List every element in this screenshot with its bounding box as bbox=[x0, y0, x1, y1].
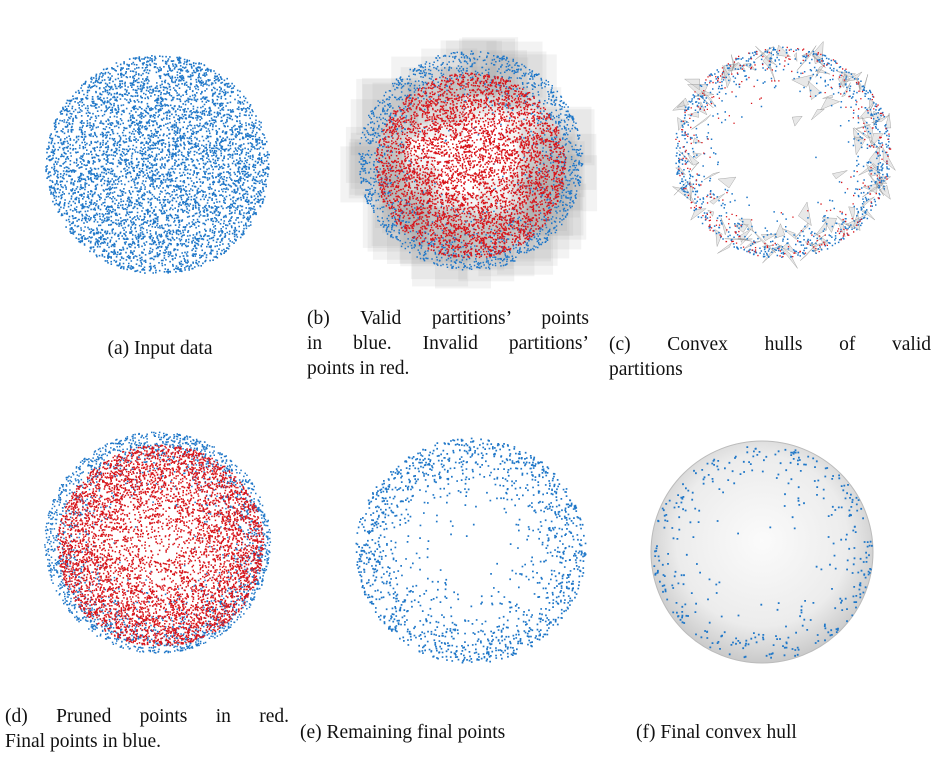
hull bbox=[768, 66, 776, 82]
hull bbox=[752, 230, 777, 254]
caption-line: in blue. Invalid partitions’ bbox=[307, 333, 589, 354]
hull bbox=[692, 137, 703, 144]
hull bbox=[698, 100, 708, 116]
partition-box bbox=[445, 40, 502, 97]
hull bbox=[868, 173, 885, 196]
partition-box bbox=[486, 41, 543, 98]
caption-line: (a) Input data bbox=[107, 338, 213, 359]
hull bbox=[821, 217, 838, 234]
points-red bbox=[57, 444, 265, 647]
hull bbox=[801, 52, 810, 57]
caption: (b) Valid partitions’ points in blue. Inv… bbox=[307, 306, 589, 381]
hull bbox=[677, 116, 686, 131]
partition-box bbox=[400, 210, 457, 267]
hull bbox=[724, 238, 753, 240]
hull bbox=[690, 208, 707, 221]
hull bbox=[869, 99, 874, 109]
caption-line: (e) Remaining final points bbox=[300, 722, 506, 743]
caption-line: (b) Valid partitions’ points bbox=[307, 308, 589, 329]
hull bbox=[676, 97, 689, 108]
caption-line: (f) Final convex hull bbox=[636, 722, 797, 743]
hull bbox=[743, 240, 762, 250]
hull bbox=[690, 161, 700, 172]
hull bbox=[781, 242, 797, 255]
hull bbox=[878, 184, 891, 200]
hull bbox=[703, 171, 720, 181]
hull bbox=[773, 223, 786, 239]
hull bbox=[857, 106, 874, 120]
caption-line: Final points in blue. bbox=[5, 731, 161, 752]
hull bbox=[776, 44, 792, 58]
hull bbox=[709, 193, 726, 205]
caption-line: (d) Pruned points in red. bbox=[5, 706, 289, 727]
hull bbox=[814, 69, 831, 75]
hull bbox=[686, 152, 700, 166]
hull bbox=[815, 64, 826, 78]
hull bbox=[848, 206, 856, 221]
hull bbox=[831, 170, 848, 180]
hull bbox=[860, 196, 875, 209]
hull bbox=[782, 228, 797, 241]
hull bbox=[800, 246, 814, 261]
hull bbox=[717, 176, 737, 189]
hull bbox=[791, 74, 814, 88]
hull bbox=[852, 127, 865, 156]
hull-sphere bbox=[650, 440, 874, 664]
caption: (c) Convex hulls of valid partitions bbox=[609, 332, 931, 382]
hull bbox=[811, 109, 825, 121]
hull bbox=[871, 140, 880, 149]
hull bbox=[837, 74, 847, 89]
hull bbox=[691, 114, 712, 130]
hull bbox=[812, 247, 823, 252]
hull bbox=[793, 52, 798, 62]
caption: (d) Pruned points in red. Final points in… bbox=[5, 704, 289, 754]
caption: (e) Remaining final points bbox=[300, 720, 560, 745]
hull bbox=[791, 115, 803, 127]
points-blue bbox=[45, 55, 270, 274]
hull bbox=[686, 111, 699, 118]
hull bbox=[722, 65, 732, 89]
hull bbox=[841, 82, 851, 98]
hull bbox=[853, 136, 864, 141]
points-blue bbox=[355, 437, 587, 664]
points-blue bbox=[44, 431, 272, 654]
hull bbox=[862, 183, 878, 194]
hull bbox=[707, 209, 715, 217]
hull bbox=[760, 233, 778, 242]
hull bbox=[822, 94, 833, 99]
hull bbox=[796, 45, 817, 71]
hull bbox=[740, 233, 752, 246]
hull bbox=[837, 223, 846, 238]
hull bbox=[882, 147, 896, 171]
hull bbox=[742, 63, 756, 71]
partition-box bbox=[362, 191, 419, 248]
caption-line: points in red. bbox=[307, 358, 410, 379]
caption: (a) Input data bbox=[80, 336, 240, 361]
hull bbox=[858, 82, 861, 93]
hull bbox=[717, 242, 732, 254]
hull bbox=[777, 243, 798, 269]
hull bbox=[853, 127, 872, 139]
hull bbox=[865, 163, 882, 177]
points-red bbox=[375, 72, 567, 259]
hull bbox=[798, 201, 812, 227]
hull bbox=[815, 220, 828, 236]
caption-line: partitions bbox=[609, 359, 683, 380]
hull bbox=[861, 116, 874, 144]
hull bbox=[730, 61, 735, 74]
hull bbox=[810, 234, 826, 247]
hull bbox=[858, 163, 878, 176]
hull bbox=[700, 90, 717, 108]
hull bbox=[720, 217, 727, 236]
partition-box bbox=[356, 78, 413, 135]
hull bbox=[856, 124, 871, 130]
hull bbox=[819, 97, 841, 111]
caption: (f) Final convex hull bbox=[636, 720, 856, 745]
hull bbox=[884, 113, 892, 129]
caption-line: (c) Convex hulls of valid bbox=[609, 334, 931, 355]
